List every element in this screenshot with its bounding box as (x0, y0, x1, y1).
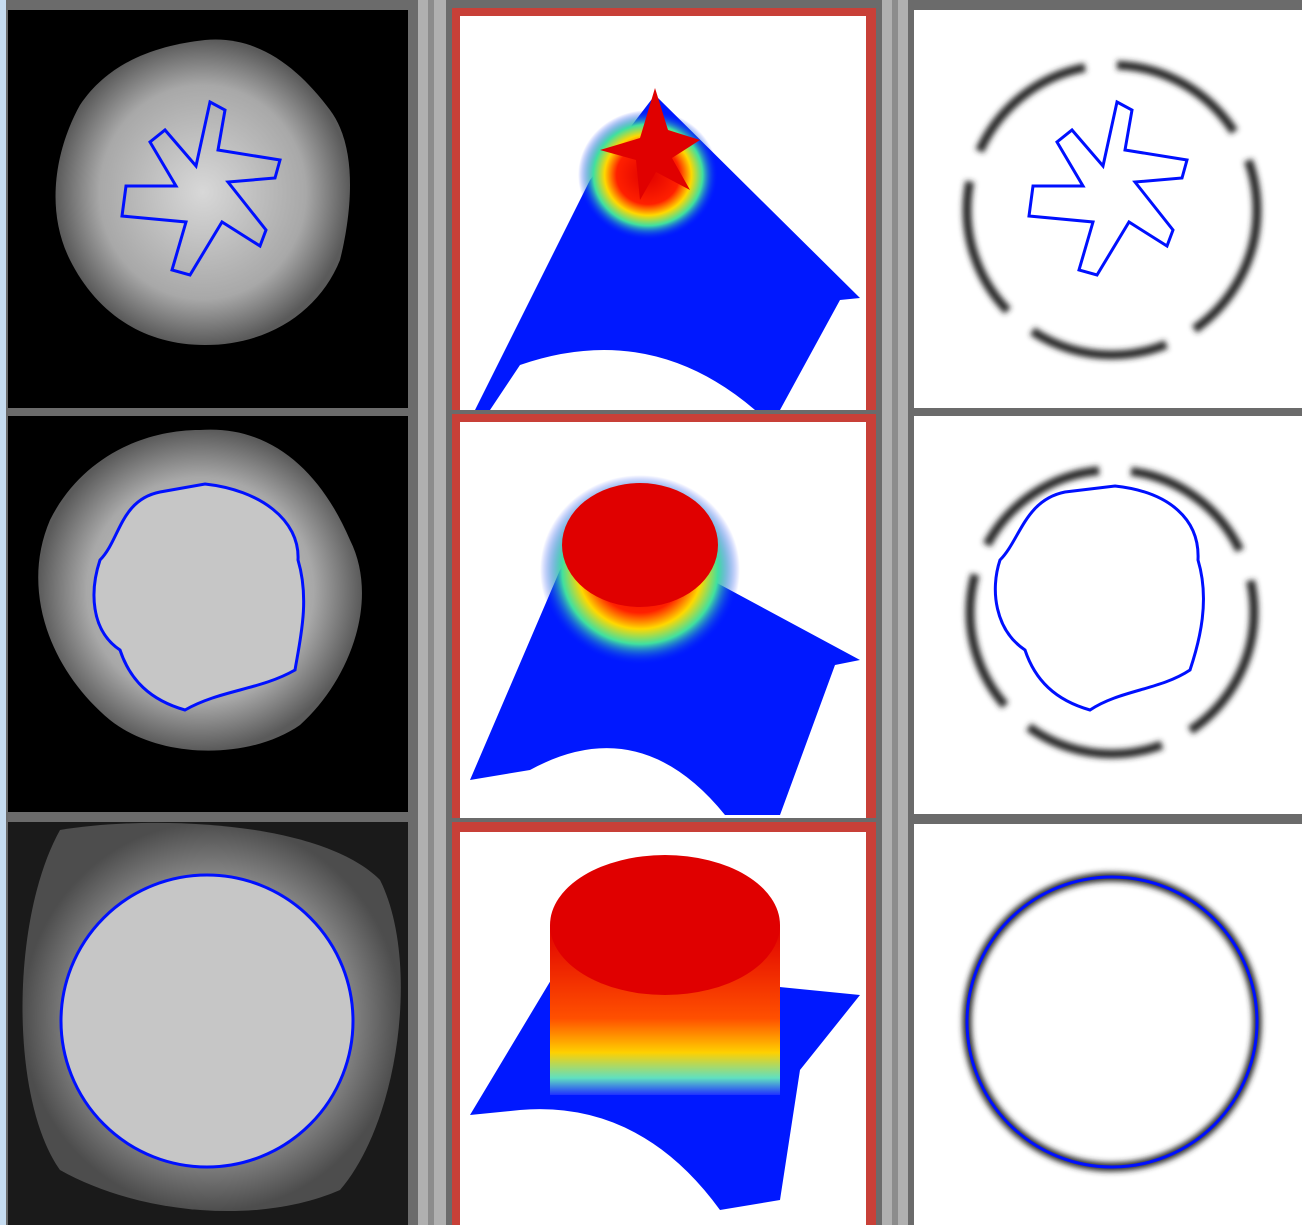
page (0, 0, 1302, 1225)
intensity-panels (8, 10, 408, 1225)
window-edge (0, 0, 6, 1225)
peak (550, 855, 780, 995)
distance-blob (56, 40, 350, 345)
edge-panels (914, 10, 1302, 1225)
screenshot (0, 0, 1302, 1225)
surface-panels (452, 8, 876, 1225)
peak (562, 483, 718, 607)
contour (61, 875, 353, 1167)
